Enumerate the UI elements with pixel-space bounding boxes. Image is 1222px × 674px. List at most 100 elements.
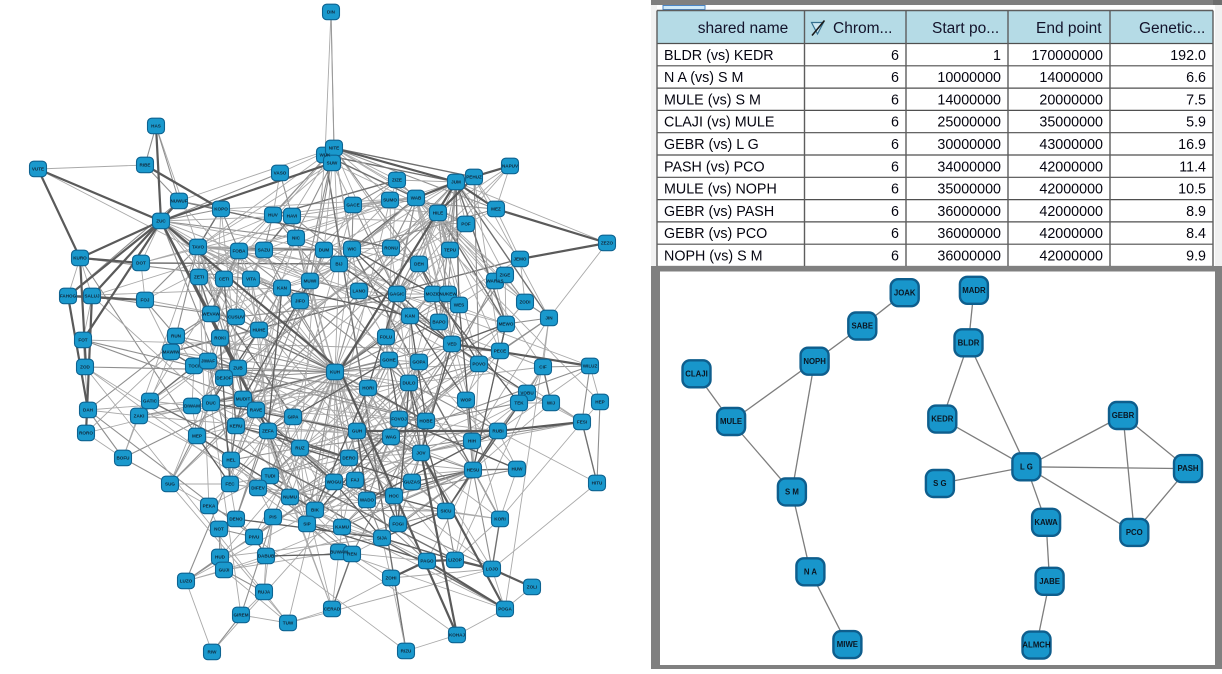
svg-text:DABUB: DABUB (258, 554, 275, 559)
svg-text:KEDR: KEDR (931, 415, 953, 424)
svg-text:DIFEV: DIFEV (251, 486, 265, 491)
svg-text:14000000: 14000000 (1039, 70, 1103, 86)
svg-text:6: 6 (891, 48, 899, 64)
svg-text:FOT: FOT (78, 338, 87, 343)
svg-text:NIC: NIC (292, 236, 301, 241)
svg-text:42000000: 42000000 (1039, 226, 1103, 242)
svg-text:ZODI: ZODI (520, 300, 531, 305)
svg-text:HEL: HEL (226, 458, 235, 463)
svg-text:FEC: FEC (225, 482, 235, 487)
svg-text:MOZID: MOZID (426, 292, 441, 297)
svg-text:43000000: 43000000 (1039, 137, 1103, 153)
svg-text:GEBR: GEBR (1112, 411, 1135, 420)
svg-text:6: 6 (891, 226, 899, 242)
svg-text:GIREM: GIREM (233, 613, 248, 618)
svg-text:N A: N A (804, 567, 818, 576)
svg-text:RONU: RONU (384, 246, 398, 251)
svg-text:HOC: HOC (389, 494, 400, 499)
svg-text:LANO: LANO (352, 289, 365, 294)
svg-text:20000000: 20000000 (1039, 92, 1103, 108)
svg-text:SUW: SUW (327, 161, 338, 166)
svg-text:FAJ: FAJ (351, 478, 360, 483)
svg-text:JABE: JABE (1039, 577, 1060, 586)
svg-text:RIZU: RIZU (401, 649, 412, 654)
svg-text:ZIGE: ZIGE (500, 273, 511, 278)
svg-text:SUG: SUG (165, 482, 175, 487)
svg-text:BIK: BIK (311, 508, 320, 513)
svg-text:RUZ: RUZ (295, 446, 305, 451)
svg-text:TAVO: TAVO (192, 245, 205, 250)
svg-text:TUDI: TUDI (265, 474, 276, 479)
svg-text:6: 6 (891, 182, 899, 198)
svg-text:ZOD: ZOD (80, 365, 90, 370)
svg-text:POVO: POVO (472, 362, 486, 367)
svg-text:PIS: PIS (269, 515, 276, 520)
svg-text:192.0: 192.0 (1170, 48, 1206, 64)
svg-text:MEZ: MEZ (491, 207, 501, 212)
svg-text:8.4: 8.4 (1186, 226, 1206, 242)
svg-text:RORO: RORO (79, 431, 93, 436)
svg-text:KUH: KUH (330, 370, 341, 375)
svg-text:HESU: HESU (467, 468, 480, 473)
svg-text:FOVOJ: FOVOJ (391, 417, 407, 422)
svg-text:CERAD: CERAD (324, 607, 341, 612)
svg-text:MUDIT: MUDIT (236, 397, 251, 402)
svg-text:KORI: KORI (494, 517, 505, 522)
svg-text:Start po...: Start po... (932, 20, 999, 37)
svg-text:ZIZE: ZIZE (392, 178, 402, 183)
svg-text:LUZO: LUZO (180, 579, 193, 584)
svg-text:HUHE: HUHE (252, 328, 265, 333)
svg-text:WAG: WAG (386, 435, 397, 440)
svg-text:DUC: DUC (206, 401, 217, 406)
svg-text:NUKEW: NUKEW (439, 292, 457, 297)
svg-text:WIJ: WIJ (547, 401, 556, 406)
svg-text:KAN: KAN (277, 286, 288, 291)
svg-text:WARAS: WARAS (486, 279, 503, 284)
svg-text:6: 6 (891, 92, 899, 108)
svg-text:SALUJ: SALUJ (84, 294, 100, 299)
svg-text:MAWIW: MAWIW (163, 350, 181, 355)
svg-text:36000000: 36000000 (937, 204, 1001, 220)
svg-text:PIVU: PIVU (249, 535, 260, 540)
svg-text:BIJ: BIJ (335, 262, 343, 267)
svg-text:CLAJI (vs) MULE: CLAJI (vs) MULE (664, 115, 774, 131)
svg-text:POF: POF (461, 222, 471, 227)
svg-text:VITA: VITA (246, 277, 257, 282)
svg-text:PAGO: PAGO (420, 559, 434, 564)
svg-text:JIFO: JIFO (295, 299, 306, 304)
svg-text:SIJA: SIJA (377, 536, 388, 541)
svg-text:KAWA: KAWA (1034, 518, 1058, 527)
svg-text:PEKA: PEKA (203, 504, 216, 509)
svg-text:14000000: 14000000 (937, 92, 1001, 108)
svg-text:ZOHI: ZOHI (386, 576, 397, 581)
svg-text:DUM: DUM (319, 248, 330, 253)
svg-text:42000000: 42000000 (1039, 182, 1103, 198)
svg-text:7.5: 7.5 (1186, 92, 1206, 108)
svg-text:WOGU: WOGU (327, 480, 342, 485)
svg-text:WIC: WIC (348, 247, 358, 252)
svg-text:KAMU: KAMU (335, 525, 349, 530)
svg-text:ALMCH: ALMCH (1022, 641, 1051, 650)
svg-text:HAS: HAS (151, 124, 161, 129)
svg-text:ZOLI: ZOLI (527, 585, 537, 590)
svg-text:SICU: SICU (441, 509, 453, 514)
svg-text:36000000: 36000000 (937, 249, 1001, 265)
svg-text:PASH (vs) PCO: PASH (vs) PCO (664, 159, 765, 175)
svg-text:BLDR (vs) KEDR: BLDR (vs) KEDR (664, 48, 774, 64)
svg-text:MULE (vs) S M: MULE (vs) S M (664, 92, 761, 108)
svg-text:42000000: 42000000 (1039, 249, 1103, 265)
svg-text:MADR: MADR (962, 286, 986, 295)
svg-text:HIH: HIH (468, 439, 477, 444)
svg-text:NITE: NITE (329, 146, 339, 151)
svg-text:NOPH (vs) S M: NOPH (vs) S M (664, 249, 763, 265)
svg-text:GATIC: GATIC (143, 399, 158, 404)
svg-text:11.4: 11.4 (1179, 159, 1206, 175)
svg-text:MIWE: MIWE (837, 640, 858, 649)
svg-text:35000000: 35000000 (937, 182, 1001, 198)
svg-text:GEBR (vs) L G: GEBR (vs) L G (664, 137, 759, 153)
svg-text:6: 6 (891, 115, 899, 131)
svg-text:ZETI: ZETI (194, 275, 204, 280)
svg-text:6: 6 (891, 70, 899, 86)
svg-text:GIPA: GIPA (288, 415, 300, 420)
svg-text:RAVE: RAVE (250, 408, 262, 413)
